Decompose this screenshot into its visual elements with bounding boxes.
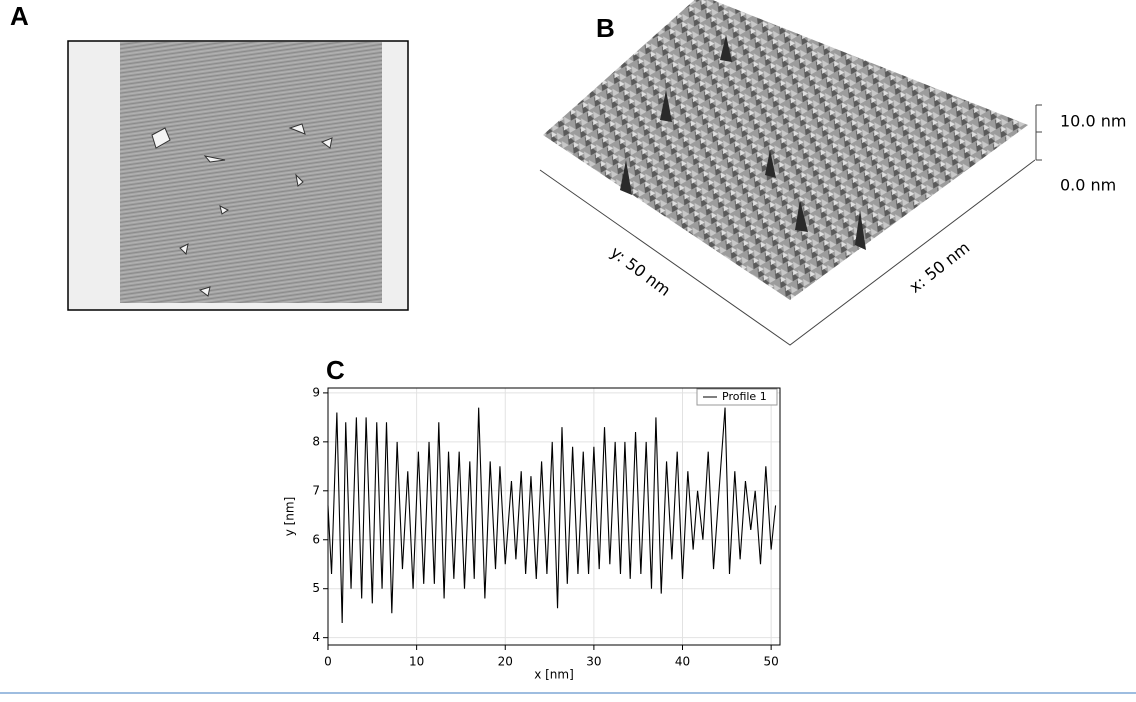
panel-label: C — [326, 355, 345, 385]
x-tick-label: 10 — [409, 655, 424, 669]
y-tick-label: 5 — [312, 581, 320, 595]
surface-axes — [539, 104, 1042, 346]
panel-label: A — [10, 1, 29, 31]
profile-line — [327, 407, 777, 623]
surface-peaks — [620, 35, 866, 250]
x-tick-label: 20 — [498, 655, 513, 669]
afm-image — [120, 42, 382, 303]
particles — [151, 123, 333, 297]
surface-axis-label: y: 50 nm — [607, 243, 674, 300]
y-tick-label: 9 — [312, 385, 320, 399]
y-axis-label: y [nm] — [283, 497, 297, 537]
y-tick-label: 4 — [312, 630, 320, 644]
surface-axis-label: x: 50 nm — [906, 238, 974, 297]
scale-label: 10.0 nm — [1060, 112, 1126, 131]
x-axis-label: x [nm] — [534, 668, 574, 682]
y-tick-label: 8 — [312, 434, 320, 448]
legend-box — [696, 388, 778, 406]
legend-label: Profile 1 — [722, 390, 767, 403]
y-tick-label: 7 — [312, 483, 320, 497]
scale-label: 0.0 nm — [1060, 176, 1116, 195]
x-tick-label: 30 — [586, 655, 601, 669]
x-tick-label: 50 — [763, 655, 778, 669]
panel-label: B — [596, 13, 615, 43]
x-tick-label: 0 — [324, 655, 332, 669]
surface-3d — [543, 0, 1028, 300]
plot-frame — [327, 387, 781, 646]
x-tick-label: 40 — [675, 655, 690, 669]
y-tick-label: 6 — [312, 532, 320, 546]
